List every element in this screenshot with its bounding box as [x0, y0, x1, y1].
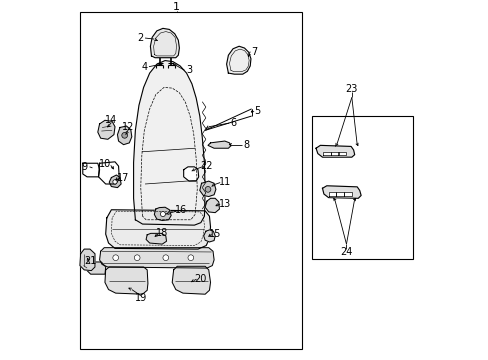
Polygon shape — [343, 192, 351, 196]
Circle shape — [134, 255, 140, 261]
Circle shape — [160, 212, 165, 217]
Text: 2: 2 — [137, 33, 143, 43]
Polygon shape — [98, 120, 115, 139]
Polygon shape — [328, 192, 336, 196]
Text: 16: 16 — [174, 206, 186, 216]
Polygon shape — [80, 249, 95, 271]
Text: 11: 11 — [218, 177, 230, 187]
Polygon shape — [322, 186, 361, 198]
Bar — [312, 116, 412, 259]
Polygon shape — [98, 162, 119, 184]
Circle shape — [163, 255, 168, 261]
Polygon shape — [105, 267, 147, 294]
Text: 19: 19 — [134, 293, 146, 303]
Text: 12: 12 — [122, 122, 134, 132]
Circle shape — [122, 132, 127, 138]
Polygon shape — [207, 141, 230, 148]
Text: 4: 4 — [141, 62, 147, 72]
Polygon shape — [87, 262, 105, 274]
Polygon shape — [172, 266, 210, 294]
Polygon shape — [154, 207, 171, 220]
Text: 5: 5 — [253, 105, 260, 116]
Text: 10: 10 — [99, 159, 111, 169]
Polygon shape — [150, 28, 179, 58]
Polygon shape — [200, 181, 215, 197]
Polygon shape — [203, 230, 215, 242]
Text: 24: 24 — [340, 247, 352, 257]
Polygon shape — [205, 198, 219, 213]
Bar — [80, 12, 301, 348]
Circle shape — [113, 255, 118, 261]
Text: 13: 13 — [218, 199, 230, 209]
Text: 15: 15 — [208, 229, 221, 239]
Text: 8: 8 — [243, 140, 249, 150]
Polygon shape — [183, 167, 198, 181]
Polygon shape — [146, 233, 166, 244]
Polygon shape — [338, 152, 346, 156]
Polygon shape — [105, 210, 210, 249]
Polygon shape — [133, 60, 205, 225]
Text: 20: 20 — [194, 274, 206, 284]
Circle shape — [187, 255, 193, 261]
Text: 21: 21 — [83, 256, 96, 266]
Polygon shape — [226, 46, 250, 74]
Circle shape — [205, 186, 210, 192]
Text: 9: 9 — [81, 162, 87, 172]
Polygon shape — [82, 163, 100, 177]
Text: 18: 18 — [156, 228, 168, 238]
Text: 23: 23 — [345, 84, 357, 94]
Circle shape — [113, 180, 117, 184]
Text: 6: 6 — [230, 118, 236, 128]
Text: 1: 1 — [173, 2, 180, 12]
Text: 22: 22 — [200, 161, 213, 171]
Text: 14: 14 — [105, 114, 117, 125]
Text: 3: 3 — [185, 65, 192, 75]
Polygon shape — [117, 126, 132, 145]
Polygon shape — [315, 145, 354, 157]
Polygon shape — [100, 248, 214, 268]
Polygon shape — [336, 192, 344, 196]
Polygon shape — [330, 152, 338, 156]
Text: 17: 17 — [117, 172, 129, 183]
Polygon shape — [109, 175, 121, 188]
Polygon shape — [323, 152, 330, 156]
Text: 7: 7 — [251, 47, 257, 57]
